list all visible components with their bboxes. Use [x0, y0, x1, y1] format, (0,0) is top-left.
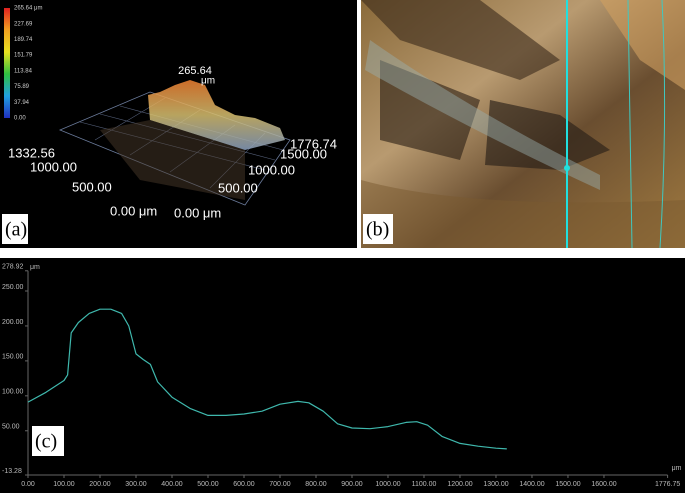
panel-a: (a) 265.64 μm 227.69 189.74 151.79 113.84 75.… [0, 0, 357, 248]
label-box [32, 426, 64, 456]
axis-label: 500.00 [72, 179, 112, 194]
x-tick-label: 900.00 [341, 481, 363, 488]
x-tick-label: 100.00 [53, 481, 75, 488]
axis-label: 0.00 μm [110, 203, 157, 218]
axis-label: 1332.56 [8, 145, 55, 160]
colorbar-label: 37.94 [14, 100, 30, 106]
axis-label: 1776.74 [290, 136, 337, 151]
x-tick-label: 1600.00 [591, 481, 616, 488]
photo-region [485, 100, 610, 170]
photo-region [380, 60, 480, 160]
panel-b: (b) [361, 0, 685, 249]
x-tick-label: 1776.75 [655, 481, 680, 488]
photo-region [600, 0, 685, 90]
panel-label: (b) [366, 219, 389, 241]
y-tick-label: 278.92 [2, 264, 24, 271]
x-tick-label: 800.00 [305, 481, 327, 488]
y-tick-label: 100.00 [2, 389, 24, 396]
panel-bg [0, 258, 685, 493]
x-unit: μm [672, 465, 682, 472]
x-tick-label: 1000.00 [375, 481, 400, 488]
measure-line [627, 0, 666, 249]
colorbar [4, 8, 10, 118]
axis-label: 0.00 μm [174, 205, 221, 220]
x-tick-label: 1300.00 [483, 481, 508, 488]
colorbar-label: 151.79 [14, 53, 33, 59]
photo-region [361, 180, 685, 248]
axis-label: 1000.00 [248, 162, 295, 177]
surface [148, 80, 285, 150]
axis-label: 1000.00 [30, 159, 77, 174]
y-tick-label: 150.00 [2, 354, 24, 361]
x-tick-label: 200.00 [89, 481, 111, 488]
label-box [363, 214, 393, 244]
y-tick-label: 250.00 [2, 284, 24, 291]
peak-unit: μm [201, 76, 215, 87]
axis-label: 1500.00 [280, 146, 327, 161]
x-tick-label: 500.00 [197, 481, 219, 488]
axis-label: 500.00 [218, 180, 258, 195]
colorbar-label: 75.89 [14, 84, 30, 90]
x-tick-label: 300.00 [125, 481, 147, 488]
panel-label: (a) [5, 219, 27, 241]
panel-label: (c) [35, 431, 57, 453]
colorbar-label: 189.74 [14, 37, 33, 43]
y-unit: μm [30, 264, 40, 271]
colorbar-label: 0.00 [14, 116, 26, 122]
y-tick-label: -13.28 [2, 468, 22, 475]
colorbar-label: 113.84 [14, 68, 33, 74]
x-tick-label: 1200.00 [447, 481, 472, 488]
x-tick-label: 1500.00 [555, 481, 580, 488]
x-tick-label: 600.00 [233, 481, 255, 488]
photo-region [365, 40, 600, 190]
y-tick-label: 200.00 [2, 319, 24, 326]
x-tick-label: 1400.00 [519, 481, 544, 488]
label-box [2, 214, 28, 244]
colorbar-label: 265.64 μm [14, 6, 42, 12]
profile-line [27, 308, 507, 450]
profile-marker [564, 165, 570, 171]
x-tick-label: 0.00 [21, 481, 35, 488]
y-tick-label: 50.00 [2, 424, 20, 431]
photo-region [361, 0, 560, 80]
x-tick-label: 700.00 [269, 481, 291, 488]
colorbar-label: 227.69 [14, 21, 33, 27]
panel-c: -13.28 50.00 100.00 150.00 200.00 250.00 278.9… [0, 258, 685, 493]
x-tick-label: 400.00 [161, 481, 183, 488]
x-tick-label: 1100.00 [412, 481, 437, 488]
surface-shadow [100, 120, 245, 200]
peak-label: 265.64 [178, 65, 212, 77]
